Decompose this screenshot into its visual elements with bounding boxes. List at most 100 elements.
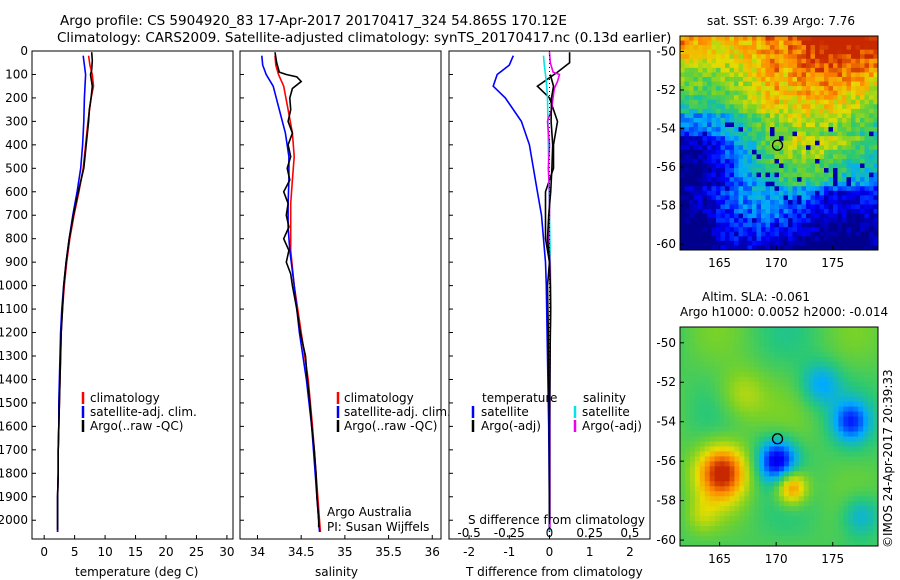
heatmap-cell [694,491,701,497]
heatmap-cell [761,99,766,105]
heatmap-cell [743,186,748,192]
heatmap-cell [873,76,879,82]
heatmap-cell [684,441,691,447]
heatmap-cell [709,381,716,388]
heatmap-cell [770,245,775,251]
heatmap-cell [779,186,784,192]
heatmap-cell [873,209,879,214]
heatmap-cell [724,461,730,467]
heatmap-cell [797,231,802,237]
salinity-difference-axis: -0.5 -0.25 0 0.25 0.5 [457,526,639,540]
heatmap-cell [761,158,766,164]
heatmap-cell [724,516,730,522]
heatmap-cell [702,136,708,142]
heatmap-cell [783,195,789,201]
heatmap-cell [720,58,726,64]
heatmap-cell [774,426,780,432]
heatmap-cell [819,127,825,133]
heatmap-cell [788,81,793,87]
heatmap-cell [779,227,784,233]
heatmap-cell [806,186,811,192]
heatmap-cell [734,336,740,343]
heatmap-cell [837,67,843,73]
heatmap-cell [739,476,745,482]
heatmap-cell [729,199,735,205]
heatmap-cell [680,531,686,537]
heatmap-cell [858,486,864,492]
heatmap-cell [756,108,762,114]
heatmap-cell [806,236,811,242]
heatmap-cell [774,511,780,517]
heatmap-cell [698,95,703,101]
heatmap-cell [846,36,852,41]
heatmap-cell [869,158,874,164]
heatmap-cell [837,218,843,224]
heatmap-cell [788,531,795,537]
heatmap-cell [684,154,690,160]
heatmap-cell [704,541,711,547]
heatmap-cell [863,356,869,363]
heatmap-cell [858,466,864,472]
heatmap-cell [749,501,755,507]
heatmap-cell [873,471,879,477]
heatmap-cell [797,172,802,178]
heatmap-cell [694,441,701,447]
heatmap-cell [843,461,849,467]
heatmap-cell [837,204,843,210]
heatmap-cell [716,240,721,246]
heatmap-cell [863,481,869,487]
heatmap-cell [759,496,765,502]
heatmap-cell [702,149,708,155]
heatmap-cell [729,190,735,196]
heatmap-cell [815,140,820,146]
heatmap-cell [693,222,699,228]
heatmap-cell [860,218,865,224]
heatmap-cell [711,117,717,123]
heatmap-cell [761,168,766,173]
heatmap-cell [779,177,784,183]
heatmap-cell [764,436,770,442]
heatmap-cell [684,240,690,246]
heatmap-cell [752,76,757,82]
heatmap-cell [680,63,685,69]
heatmap-cell [752,195,757,201]
heatmap-cell [739,471,745,477]
heatmap-cell [719,327,725,333]
heatmap-cell [858,531,864,537]
heatmap-cell [693,163,699,169]
heatmap-cell [719,516,725,522]
heatmap-cell [842,190,847,196]
heatmap-cell [851,127,856,133]
heatmap-cell [761,136,766,142]
heatmap-cell [749,481,755,487]
heatmap-cell [828,231,834,237]
heatmap-cell [860,63,865,69]
heatmap-cell [709,431,716,437]
heatmap-cell [716,40,721,46]
heatmap-cell [869,86,874,92]
heatmap-cell [716,227,721,233]
heatmap-cell [724,536,730,542]
heatmap-cell [818,481,824,487]
heatmap-cell [863,381,869,388]
heatmap-cell [783,177,789,183]
heatmap-cell [824,86,829,92]
heatmap-cell [868,356,874,363]
heatmap-cell [810,45,816,51]
heatmap-cell [725,54,730,60]
heatmap-cell [873,451,879,457]
heatmap-cell [837,140,843,146]
heatmap-cell [806,177,811,183]
heatmap-cell [810,186,816,192]
heatmap-cell [774,371,780,378]
heatmap-cell [756,190,762,196]
heatmap-cell [765,195,771,201]
heatmap-cell [792,158,798,164]
heatmap-cell [734,421,740,427]
heatmap-cell [779,190,784,196]
heatmap-cell [824,113,829,119]
heatmap-cell [770,154,775,160]
heatmap-cell [756,45,762,51]
heatmap-cell [783,236,789,242]
heatmap-cell [803,426,810,432]
